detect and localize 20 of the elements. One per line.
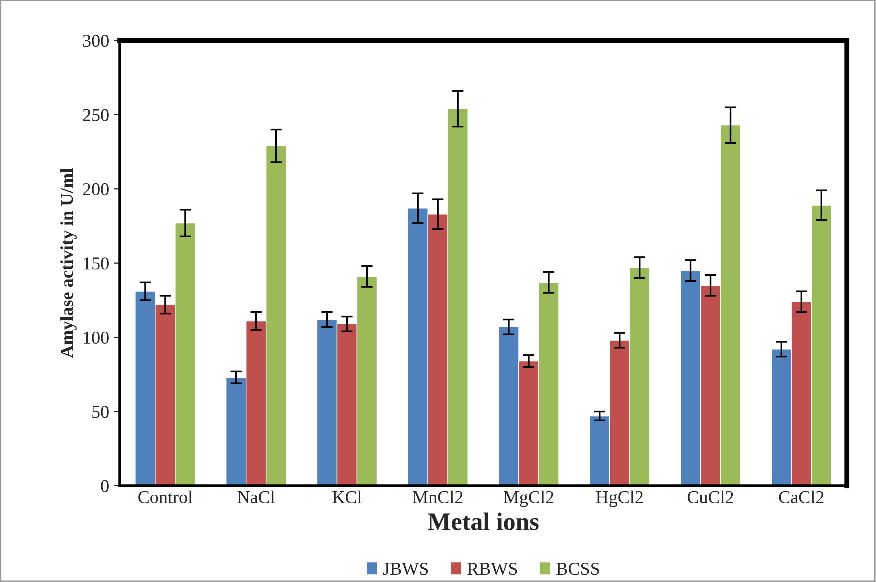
x-tick-label: MgCl2 xyxy=(504,490,554,508)
legend-label: RBWS xyxy=(468,563,518,576)
y-tick-label: 50 xyxy=(92,406,109,418)
x-tick-label: MnCl2 xyxy=(413,490,463,504)
x-axis-title: Metal ions xyxy=(428,512,539,530)
y-tick-label: 150 xyxy=(84,258,109,270)
legend-label: BCSS xyxy=(556,563,600,576)
x-tick-label: NaCl xyxy=(238,490,276,504)
y-tick-label: 250 xyxy=(83,109,109,122)
x-tick-label: CuCl2 xyxy=(688,490,734,504)
x-tick-label: Control xyxy=(138,490,193,504)
x-tick-label: KCl xyxy=(332,490,362,504)
y-tick-label: 0 xyxy=(101,480,109,492)
y-tick-label: 200 xyxy=(83,183,109,196)
y-axis-title: Amylase activity in U/ml xyxy=(60,168,77,358)
x-tick-label: CaCl2 xyxy=(779,490,824,504)
legend-label: JBWS xyxy=(383,563,428,576)
y-tick-label: 300 xyxy=(83,34,109,48)
x-tick-label: HgCl2 xyxy=(596,490,643,508)
y-tick-label: 100 xyxy=(84,332,109,344)
